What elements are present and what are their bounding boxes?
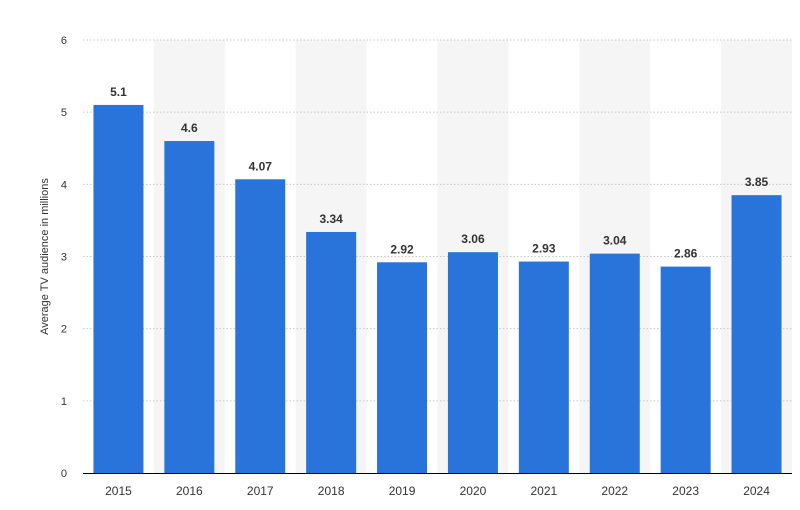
data-label-2017: 4.07 bbox=[249, 159, 273, 173]
bar-2015 bbox=[93, 104, 144, 473]
bar-2024 bbox=[731, 195, 782, 474]
data-label-2018: 3.34 bbox=[319, 212, 343, 226]
bar-2019 bbox=[377, 262, 428, 473]
x-tick-label-2020: 2020 bbox=[460, 484, 487, 498]
bar-2022 bbox=[589, 253, 640, 473]
y-axis-tick-labels: 0 1 2 3 4 5 6 bbox=[61, 35, 67, 480]
x-tick-label-2016: 2016 bbox=[176, 484, 203, 498]
y-tick-label: 0 bbox=[61, 468, 67, 480]
data-label-2022: 3.04 bbox=[603, 234, 627, 248]
data-label-2023: 2.86 bbox=[674, 247, 698, 261]
x-axis-tick-labels: 2015 2016 2017 2018 2019 2020 2021 2022 2023 2024 bbox=[105, 484, 770, 498]
data-label-2021: 2.93 bbox=[532, 242, 556, 256]
data-label-2015: 5.1 bbox=[110, 85, 127, 99]
y-axis-title: Average TV audience in millions bbox=[39, 178, 51, 335]
bar-2018 bbox=[306, 231, 357, 473]
y-tick-label: 2 bbox=[61, 324, 67, 336]
y-tick-label: 4 bbox=[61, 179, 67, 191]
data-label-2019: 2.92 bbox=[390, 242, 414, 256]
x-tick-label-2022: 2022 bbox=[601, 484, 628, 498]
bar-2021 bbox=[518, 261, 569, 473]
y-tick-label: 6 bbox=[61, 35, 67, 47]
data-label-2016: 4.6 bbox=[181, 121, 198, 135]
y-tick-label: 1 bbox=[61, 396, 67, 408]
y-tick-label: 3 bbox=[61, 252, 67, 264]
data-label-2024: 3.85 bbox=[745, 175, 769, 189]
y-tick-label: 5 bbox=[61, 107, 67, 119]
bar-2017 bbox=[235, 179, 286, 473]
x-tick-label-2017: 2017 bbox=[247, 484, 274, 498]
bar-2020 bbox=[447, 252, 498, 473]
bar-2023 bbox=[660, 266, 711, 473]
x-tick-label-2018: 2018 bbox=[318, 484, 345, 498]
data-label-2020: 3.06 bbox=[461, 232, 485, 246]
x-tick-label-2023: 2023 bbox=[672, 484, 699, 498]
x-tick-label-2019: 2019 bbox=[389, 484, 416, 498]
bar-2016 bbox=[164, 141, 215, 474]
gridlines bbox=[83, 39, 792, 402]
x-tick-label-2021: 2021 bbox=[530, 484, 557, 498]
x-tick-label-2015: 2015 bbox=[105, 484, 132, 498]
x-tick-label-2024: 2024 bbox=[743, 484, 770, 498]
bars bbox=[93, 104, 782, 474]
data-labels: 5.1 4.6 4.07 3.34 2.92 3.06 2.93 3.04 2.86 3.85 bbox=[110, 85, 768, 261]
